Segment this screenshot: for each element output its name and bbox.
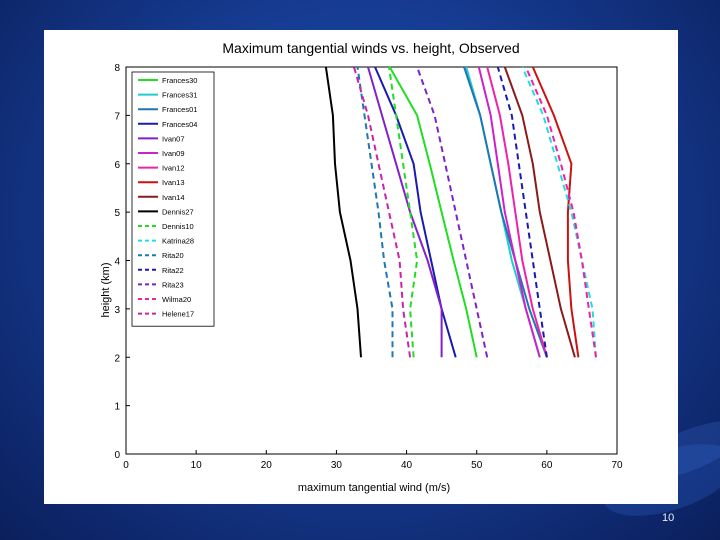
legend-label: Frances01 (162, 105, 197, 114)
x-tick-label: 70 (611, 460, 623, 471)
series-lines (324, 66, 597, 358)
x-tick-label: 10 (191, 460, 203, 471)
legend-label: Frances04 (162, 120, 197, 129)
series-line-helene17 (353, 66, 412, 358)
chart-title: Maximum tangential winds vs. height, Obs… (222, 40, 519, 56)
legend-label: Dennis27 (162, 207, 194, 216)
legend-label: Ivan14 (162, 193, 185, 202)
series-line-dennis10 (388, 66, 419, 358)
legend-label: Katrina28 (162, 237, 194, 246)
x-tick-label: 20 (261, 460, 273, 471)
legend: Frances30 Frances31 Frances01 Frances04 Ivan… (131, 71, 215, 327)
legend-label: Ivan09 (162, 149, 185, 158)
series-line-ivan09 (477, 66, 541, 358)
series-line-rita23 (416, 66, 489, 358)
y-axis-label: height (km) (100, 262, 112, 317)
legend-label: Ivan07 (162, 134, 185, 143)
series-line-ivan07 (367, 66, 443, 358)
series-line-ivan13 (531, 66, 580, 358)
series-line-wilma20 (524, 66, 597, 358)
x-tick-label: 40 (401, 460, 413, 471)
y-tick-label: 0 (114, 450, 120, 461)
y-tick-label: 5 (114, 208, 120, 219)
legend-label: Wilma20 (162, 295, 191, 304)
x-axis-label: maximum tangential wind (m/s) (298, 482, 450, 494)
x-tick-label: 60 (541, 460, 553, 471)
series-line-rita22 (496, 66, 548, 358)
x-tick-label: 50 (471, 460, 483, 471)
y-tick-label: 6 (114, 160, 120, 171)
y-tick-label: 7 (114, 111, 120, 122)
series-line-dennis27 (324, 66, 362, 358)
y-tick-label: 4 (114, 257, 120, 268)
y-tick-label: 3 (114, 305, 120, 316)
legend-label: Frances30 (162, 76, 197, 85)
y-tick-label: 2 (114, 353, 120, 364)
axis-ticks: 0 10 20 30 40 50 60 70 0 1 2 3 4 5 6 7 8 (114, 63, 623, 471)
legend-label: Frances31 (162, 91, 197, 100)
figure-panel: Maximum tangential winds vs. height, Obs… (44, 30, 678, 504)
legend-label: Ivan13 (162, 178, 185, 187)
series-line-frances30 (388, 66, 478, 358)
series-line-frances01 (463, 66, 548, 358)
x-tick-label: 0 (123, 460, 129, 471)
series-line-ivan12 (486, 66, 548, 358)
legend-label: Rita23 (162, 280, 184, 289)
legend-label: Ivan12 (162, 164, 185, 173)
legend-label: Helene17 (162, 310, 194, 319)
legend-label: Rita22 (162, 266, 184, 275)
legend-label: Dennis10 (162, 222, 194, 231)
y-tick-label: 8 (114, 63, 120, 74)
line-chart: Maximum tangential winds vs. height, Obs… (100, 40, 623, 494)
y-tick-label: 1 (114, 402, 120, 413)
legend-label: Rita20 (162, 251, 184, 260)
x-tick-label: 30 (331, 460, 343, 471)
series-line-ivan14 (503, 66, 576, 358)
slide-number: 10 (662, 512, 675, 524)
series-line-rita20 (356, 66, 394, 358)
